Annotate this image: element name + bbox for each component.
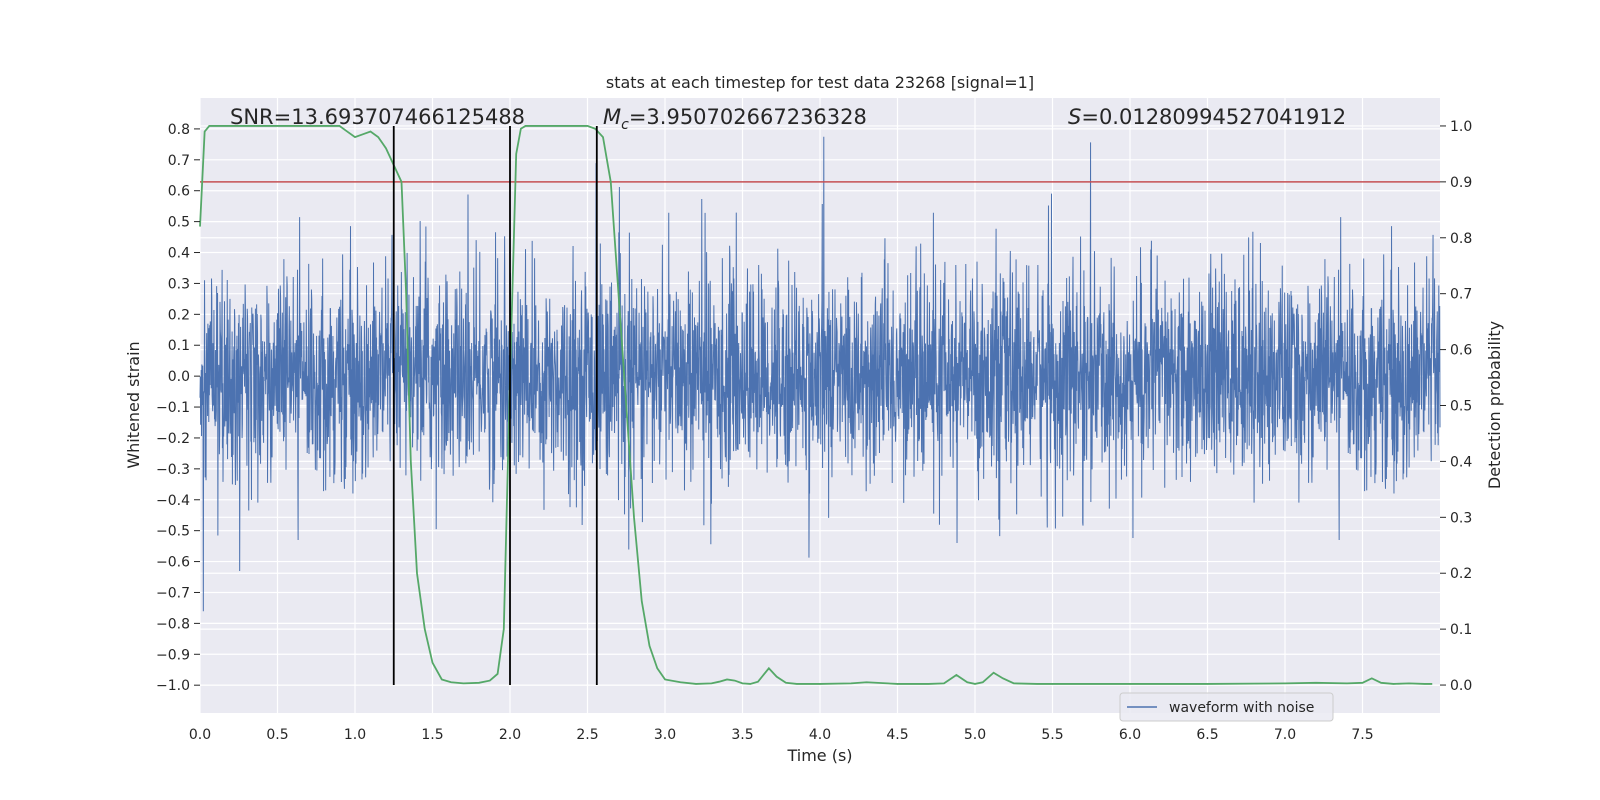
x-tick-label: 1.5 (421, 727, 443, 743)
legend-box (1119, 692, 1334, 722)
ticks: 0.0 0.5 1.0 1.5 2.0 2.5 3.0 3.5 4.0 4.5 5.0 5.5 6.0 6… (156, 119, 1472, 743)
y2-tick-label: 0.7 (1450, 287, 1472, 303)
y2-axis-label: Detection probability (1485, 321, 1504, 489)
x-axis-label: Time (s) (786, 746, 852, 765)
y2-tick-label: 0.5 (1450, 399, 1472, 415)
y-tick-label: −0.4 (156, 493, 190, 509)
waveform-series (199, 136, 1441, 612)
s-value: =0.01280994527041912 (1081, 105, 1346, 129)
y2-tick-label: 0.9 (1450, 175, 1472, 191)
y2-tick-label: 0.4 (1450, 454, 1472, 470)
y-tick-label: −0.2 (156, 431, 190, 447)
s-symbol: S (1068, 105, 1081, 129)
x-tick-label: 2.0 (499, 727, 521, 743)
y-tick-label: −0.9 (156, 647, 190, 663)
x-tick-label: 4.0 (809, 727, 831, 743)
snr-annotation: SNR=13.693707466125488 (230, 105, 525, 129)
y-axis-label: Whitened strain (124, 341, 143, 468)
x-tick-label: 5.0 (964, 727, 986, 743)
x-tick-label: 0.0 (189, 727, 211, 743)
y-tick-label: −1.0 (156, 678, 190, 694)
y-tick-label: 0.3 (168, 276, 190, 292)
chirp-mass-subscript: c (621, 117, 629, 133)
x-tick-label: 0.5 (266, 727, 288, 743)
legend-label-waveform: waveform with noise (1169, 700, 1314, 716)
y2-tick-label: 0.8 (1450, 231, 1472, 247)
x-tick-label: 5.5 (1041, 727, 1063, 743)
chirp-mass-value: =3.950702667236328 (629, 105, 867, 129)
y-tick-label: 0.7 (168, 153, 190, 169)
waveform-line (199, 136, 1441, 612)
overlay-lines (199, 125, 1440, 686)
y-tick-label: 0.6 (168, 184, 190, 200)
x-tick-label: 1.0 (344, 727, 366, 743)
s-annotation: S=0.01280994527041912 (1068, 105, 1346, 129)
y2-tick-label: 0.3 (1450, 510, 1472, 526)
x-tick-label: 7.5 (1351, 727, 1373, 743)
x-tick-label: 6.0 (1119, 727, 1141, 743)
y-tick-label: 0.0 (168, 369, 190, 385)
y-tick-label: 0.2 (168, 307, 190, 323)
y-tick-label: −0.8 (156, 616, 190, 632)
chart-title: stats at each timestep for test data 232… (606, 73, 1034, 92)
x-tick-label: 3.5 (731, 727, 753, 743)
x-tick-label: 3.0 (654, 727, 676, 743)
y-tick-label: 0.4 (168, 246, 190, 262)
y2-tick-label: 0.2 (1450, 566, 1472, 582)
x-tick-label: 4.5 (886, 727, 908, 743)
detection-probability-line (199, 125, 1433, 685)
y-tick-label: 0.5 (168, 215, 190, 231)
legend: waveform with noise (1119, 692, 1334, 722)
y-tick-label: 0.8 (168, 122, 190, 138)
y2-tick-label: 1.0 (1450, 119, 1472, 135)
x-tick-label: 6.5 (1196, 727, 1218, 743)
y-tick-label: 0.1 (168, 338, 190, 354)
chirp-mass-annotation: Mc=3.950702667236328 (603, 105, 867, 133)
y2-tick-label: 0.6 (1450, 343, 1472, 359)
y-tick-label: −0.6 (156, 555, 190, 571)
y-tick-label: −0.7 (156, 585, 190, 601)
x-tick-label: 2.5 (576, 727, 598, 743)
y-tick-label: −0.5 (156, 524, 190, 540)
y-tick-label: −0.1 (156, 400, 190, 416)
chirp-mass-symbol: M (603, 105, 621, 129)
y2-tick-label: 0.1 (1450, 622, 1472, 638)
y-tick-label: −0.3 (156, 462, 190, 478)
x-tick-label: 7.0 (1274, 727, 1296, 743)
y2-tick-label: 0.0 (1450, 678, 1472, 694)
